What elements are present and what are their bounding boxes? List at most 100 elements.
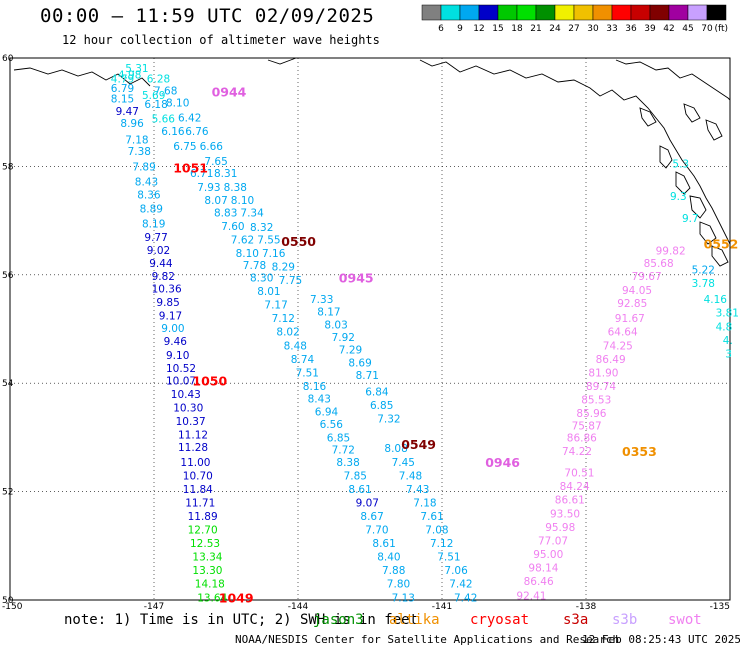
wave-height-label: 86.61 — [555, 495, 585, 507]
wave-height-label: 8.74 — [291, 354, 315, 366]
wave-height-label: 6.71 — [190, 168, 213, 180]
longitude-label: -150 — [2, 602, 23, 610]
wave-height-label: 7.06 — [444, 565, 468, 577]
colorbar-tick-label: 27 — [568, 24, 579, 34]
wave-height-label: 8.16 — [303, 381, 327, 393]
wave-height-label: 4.98 — [118, 69, 141, 81]
wave-height-label: 7.62 — [231, 235, 254, 247]
wave-height-label: 7.32 — [377, 413, 400, 425]
wave-height-label: 7.17 — [264, 300, 287, 312]
wave-height-label: 7.38 — [128, 146, 151, 158]
wave-height-label: 85.53 — [581, 394, 611, 406]
latitude-label: 56 — [2, 271, 14, 281]
wave-height-label: 9.44 — [149, 258, 173, 270]
wave-height-label: 8.19 — [142, 218, 165, 230]
legend-item-s3a: s3a — [563, 612, 589, 628]
wave-height-label: 13.34 — [192, 552, 222, 564]
wave-height-label: 7.48 — [399, 470, 422, 482]
wave-height-label: 9.7 — [682, 213, 699, 225]
wave-height-label: 8.96 — [120, 118, 144, 130]
wave-height-label: 7.72 — [332, 444, 355, 456]
wave-height-label: 6.18 — [144, 99, 167, 111]
coastline — [699, 221, 717, 245]
wave-height-label: 8.10 — [231, 195, 254, 207]
pass-time-label: 0353 — [622, 444, 657, 459]
wave-height-label: 7.45 — [392, 457, 415, 469]
wave-height-label: 9.85 — [156, 297, 179, 309]
wave-height-label: 5.31 — [125, 63, 148, 75]
wave-height-label: 8.10 — [236, 248, 259, 260]
wave-height-label: 6.84 — [365, 386, 389, 398]
coastline — [615, 59, 731, 101]
wave-height-label: 8.43 — [135, 177, 158, 189]
wave-height-label: 10.07 — [166, 375, 196, 387]
wave-height-label: 8.03 — [324, 320, 347, 332]
pass-time-label: 0552 — [704, 236, 739, 251]
wave-height-label: 9.3 — [670, 191, 687, 203]
wave-height-label: 9.17 — [159, 310, 182, 322]
coastline — [705, 119, 723, 141]
wave-height-label: 11.00 — [180, 457, 210, 469]
wave-height-label: 7.34 — [240, 207, 264, 219]
wave-height-label: 8.15 — [111, 94, 134, 106]
colorbar: 6 9 12 15 18 21 24 27 30 33 36 39 42 45 70 (ft) — [421, 4, 728, 34]
longitude-label: -141 — [432, 602, 452, 610]
latitude-label: 58 — [2, 162, 14, 172]
wave-height-label: 92.41 — [516, 591, 546, 603]
pass-time-label: 0945 — [339, 271, 374, 286]
colorbar-tick-label: 18 — [511, 24, 523, 34]
wave-height-label: 4.8 — [716, 321, 733, 333]
wave-height-label: 9.46 — [164, 336, 188, 348]
wave-height-label: 8.48 — [284, 340, 307, 352]
wave-height-label: 7.18 — [125, 134, 148, 146]
wave-height-label: 10.37 — [176, 416, 206, 428]
wave-height-label: 7.12 — [430, 538, 453, 550]
wave-height-label: 95.00 — [533, 549, 563, 561]
coastline — [675, 171, 691, 195]
wave-height-label: 10.36 — [152, 283, 182, 295]
wave-height-label: 6.75 — [173, 141, 196, 153]
pass-time-label: 0550 — [281, 234, 316, 249]
wave-height-label: 9.47 — [116, 106, 139, 118]
wave-height-label: 70.51 — [564, 468, 594, 480]
wave-height-label: 14.18 — [195, 579, 225, 591]
wave-height-label: 8.67 — [360, 511, 383, 523]
wave-height-label: 6.79 — [111, 83, 134, 95]
wave-height-label: 7.89 — [132, 161, 155, 173]
wave-height-label: 12.70 — [188, 525, 218, 537]
coastline — [683, 103, 701, 123]
generated-timestamp: 12 Feb 08:25:43 UTC 2025 — [582, 633, 740, 646]
wave-height-label: 13.64 — [197, 592, 227, 604]
wave-height-label: 8.17 — [317, 307, 340, 319]
wave-height-label: 3 — [725, 348, 732, 360]
colorbar-tick-label: 15 — [492, 24, 503, 34]
wave-height-label: 9.00 — [161, 323, 184, 335]
credit-line: NOAA/NESDIS Center for Satellite Applica… — [235, 633, 620, 646]
wave-height-label: 8.02 — [276, 327, 299, 339]
coastline — [659, 145, 673, 169]
wave-height-label: 7.51 — [296, 367, 319, 379]
wave-height-label: 86.86 — [567, 432, 597, 444]
wave-height-label: 74.25 — [603, 340, 633, 352]
wave-height-label: 8.61 — [372, 538, 395, 550]
wave-height-label: 93.50 — [550, 508, 580, 520]
wave-height-label: 8.71 — [356, 370, 379, 382]
latitude-label: 54 — [2, 379, 14, 389]
wave-height-label: 8.10 — [166, 97, 189, 109]
wave-height-label: 5.3 — [672, 159, 689, 171]
pass-time-label: 1049 — [219, 590, 254, 605]
wave-height-label: 8.32 — [250, 222, 273, 234]
wave-height-label: 8.07 — [204, 195, 227, 207]
wave-height-label: 74.22 — [562, 446, 592, 458]
wave-height-label: 95.98 — [545, 522, 575, 534]
wave-height-label: 10.70 — [183, 470, 213, 482]
wave-height-label: 77.07 — [538, 535, 568, 547]
coastline — [13, 67, 151, 87]
wave-height-label: 9.02 — [147, 245, 170, 257]
wave-height-label: 5.69 — [142, 90, 165, 102]
wave-height-label: 7.13 — [392, 592, 415, 604]
wave-height-label: 7.78 — [243, 260, 266, 272]
wave-height-label: 7.33 — [310, 294, 333, 306]
pass-time-label: 0549 — [401, 437, 436, 452]
